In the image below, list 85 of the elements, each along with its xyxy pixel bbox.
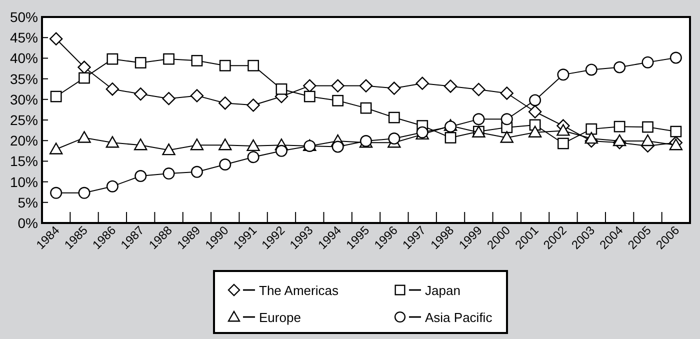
- point: [218, 138, 232, 150]
- y-tick-label: 15%: [10, 153, 38, 170]
- point: [585, 64, 598, 76]
- y-tick-label: 0%: [18, 215, 38, 231]
- point: [162, 92, 176, 106]
- point: [275, 144, 288, 157]
- point: [304, 90, 316, 102]
- point: [614, 120, 626, 132]
- point: [388, 132, 400, 145]
- point: [360, 102, 372, 114]
- point: [642, 56, 654, 68]
- point: [558, 138, 569, 150]
- point: [331, 79, 344, 92]
- point: [586, 123, 598, 135]
- point: [332, 94, 344, 106]
- point: [614, 61, 626, 74]
- point: [500, 86, 514, 100]
- point: [388, 112, 400, 124]
- point: [584, 132, 598, 144]
- point: [528, 105, 542, 118]
- point: [500, 113, 513, 126]
- y-tick-label: 25%: [10, 112, 38, 128]
- point: [359, 79, 373, 92]
- point: [246, 98, 260, 112]
- point: [190, 138, 204, 150]
- point: [78, 186, 90, 199]
- point: [163, 53, 174, 65]
- legend-label: Japan: [425, 283, 460, 298]
- point: [276, 83, 288, 95]
- point: [134, 138, 148, 150]
- point: [134, 170, 147, 182]
- point: [50, 90, 62, 102]
- point: [190, 89, 204, 102]
- point: [641, 134, 654, 146]
- point: [106, 136, 120, 148]
- point: [106, 53, 118, 65]
- point: [248, 60, 260, 72]
- point: [444, 132, 456, 144]
- point: [303, 79, 316, 92]
- point: [190, 166, 203, 178]
- y-tick-label: 10%: [10, 174, 38, 190]
- point: [332, 140, 344, 153]
- point: [416, 76, 429, 90]
- point: [670, 126, 682, 138]
- point: [191, 54, 203, 66]
- point: [670, 52, 682, 64]
- point: [612, 134, 626, 146]
- point: [219, 60, 231, 72]
- point: [557, 68, 570, 81]
- legend-label: Europe: [259, 310, 301, 325]
- point: [388, 82, 401, 95]
- point: [218, 96, 232, 110]
- y-tick-label: 35%: [10, 70, 38, 87]
- y-tick-label: 5%: [18, 194, 38, 210]
- y-tick-label: 40%: [10, 50, 38, 66]
- point: [49, 142, 63, 154]
- point: [669, 138, 683, 150]
- point: [642, 121, 654, 133]
- point: [529, 94, 542, 106]
- point: [162, 168, 175, 180]
- point: [50, 186, 62, 199]
- y-tick-label: 20%: [10, 132, 38, 149]
- point: [247, 151, 260, 164]
- point: [106, 180, 118, 192]
- point: [246, 139, 260, 152]
- legend-label: The Americas: [259, 283, 339, 298]
- point: [134, 87, 148, 101]
- point: [528, 126, 542, 138]
- point: [106, 82, 120, 96]
- point: [78, 60, 91, 74]
- point: [162, 143, 176, 156]
- point: [78, 72, 90, 84]
- point: [444, 80, 458, 93]
- y-tick-label: 50%: [10, 9, 38, 25]
- y-tick-label: 45%: [10, 30, 38, 46]
- point: [472, 113, 485, 126]
- point: [556, 124, 570, 136]
- point: [134, 57, 146, 68]
- point: [500, 131, 514, 143]
- y-tick-label: 30%: [10, 91, 38, 108]
- point: [472, 82, 486, 96]
- legend-label: Asia Pacific: [425, 310, 493, 325]
- point: [78, 131, 91, 143]
- point: [49, 32, 63, 46]
- point: [219, 158, 232, 170]
